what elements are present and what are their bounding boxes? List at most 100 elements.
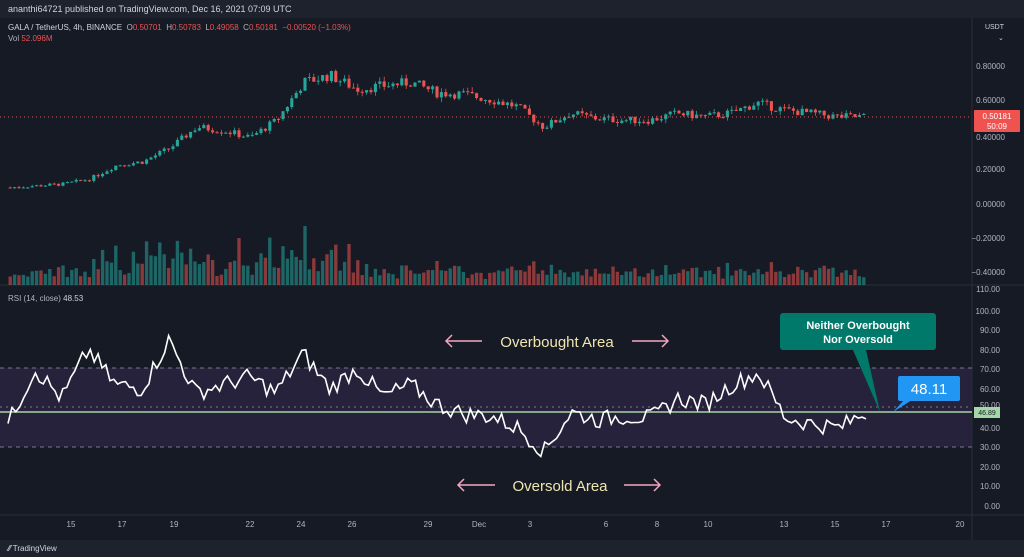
volume-bar [743, 271, 747, 285]
candle-body [382, 81, 386, 87]
volume-bar [492, 272, 496, 285]
rsi-label[interactable]: RSI (14, close) [8, 294, 61, 303]
candle-body [725, 110, 729, 118]
candle-body [673, 110, 677, 112]
volume-bar [708, 270, 712, 285]
close-label: C [243, 23, 249, 32]
volume-bar [514, 270, 518, 285]
volume-bar [52, 276, 56, 285]
volume-bar [452, 265, 457, 285]
candle-body [787, 107, 791, 109]
rsi-tick: 60.00 [980, 385, 1001, 394]
volume-bar [413, 273, 417, 285]
candle-body [576, 111, 580, 115]
volume-bar [48, 269, 52, 285]
candle-body [774, 110, 778, 112]
rsi-tick: 70.00 [980, 365, 1001, 374]
candle-body [778, 107, 782, 112]
time-tick: 6 [604, 520, 609, 529]
candle-body [180, 135, 184, 140]
volume-bar [778, 271, 782, 285]
candle-body [796, 110, 800, 116]
rsi-axis[interactable]: 110.00 100.00 90.00 80.00 70.00 60.00 50… [974, 285, 1001, 511]
time-tick: 10 [704, 520, 713, 529]
volume-bar [835, 276, 840, 285]
volume-bar [470, 274, 474, 285]
volume-bar [584, 269, 589, 285]
volume-bar [92, 259, 96, 285]
candle-body [602, 117, 606, 121]
candle-body [809, 109, 813, 112]
volume-bar [562, 272, 567, 285]
tradingview-logo-icon[interactable]: ⁄⁄ [8, 544, 11, 553]
candle-body [395, 83, 399, 86]
footer-brand[interactable]: TradingView [12, 544, 57, 553]
candle-body [118, 165, 122, 167]
left-arrow-icon [456, 478, 465, 492]
rsi-tick: 20.00 [980, 463, 1001, 472]
candle-body [629, 116, 633, 121]
candle-body [351, 87, 355, 89]
volume-bar [435, 261, 439, 285]
volume-bar [448, 268, 452, 285]
candle-body [268, 121, 272, 131]
candle-body [703, 114, 707, 116]
volume-bar [576, 271, 580, 285]
candle-body [290, 98, 294, 108]
candle-body [800, 108, 804, 116]
candle-body [444, 92, 448, 97]
candle-body [43, 185, 47, 187]
volume-bar [853, 269, 857, 285]
candle-body [30, 186, 34, 188]
volume-bar [219, 274, 224, 285]
candle-body [783, 107, 787, 109]
symbol-title[interactable]: GALA / TetherUS, 4h, BINANCE [8, 23, 123, 32]
candle-body [347, 78, 351, 88]
rsi-tick: 50.00 [980, 401, 1001, 410]
volume-bar [294, 256, 298, 285]
volume-bar [668, 274, 672, 285]
candle-body [712, 112, 716, 114]
price-tick: 0.40000 [976, 133, 1005, 142]
candle-body [620, 120, 624, 123]
currency-caret-icon[interactable]: ⌄ [998, 35, 1004, 42]
candle-body [360, 91, 364, 93]
candle-body [219, 132, 223, 134]
volume-bar [272, 267, 276, 285]
candle-body [52, 183, 56, 185]
volume-bar [461, 272, 466, 285]
volume-bar [809, 277, 813, 285]
chart-canvas[interactable]: USDT ⌄ 0.80000 0.60000 0.40000 0.20000 0… [0, 0, 1024, 540]
candle-body [131, 163, 135, 166]
volume-bar [404, 265, 408, 285]
price-axis[interactable]: USDT ⌄ 0.80000 0.60000 0.40000 0.20000 0… [971, 24, 1020, 277]
candle-body [668, 111, 672, 115]
candle-body [730, 109, 734, 111]
volume-bar [158, 242, 162, 285]
volume-bar [545, 274, 549, 285]
candle-body [193, 130, 197, 132]
volume-bar [136, 263, 140, 285]
volume-bar [202, 262, 206, 285]
volume-bar [518, 270, 523, 285]
candle-body [527, 108, 531, 115]
candle-body [479, 97, 483, 101]
volume-bar [664, 265, 668, 285]
candle-body [646, 121, 650, 124]
time-tick: 8 [655, 520, 660, 529]
candle-body [734, 109, 738, 111]
volume-bar [624, 271, 628, 285]
rsi-tick: 100.00 [976, 307, 1001, 316]
rsi-tick: 0.00 [984, 502, 1000, 511]
rsi-tick: 110.00 [976, 285, 1000, 294]
volume-bar [26, 276, 30, 285]
candle-body [228, 132, 232, 135]
volume-bar [329, 249, 334, 285]
volume-bar [391, 274, 395, 285]
volume-bar [800, 269, 804, 285]
candle-body [250, 134, 254, 136]
volume-bar [813, 270, 818, 285]
volume-bar [642, 277, 646, 285]
volume-bar [395, 278, 400, 285]
time-axis[interactable]: 15 17 19 22 24 26 29 Dec 3 6 8 10 13 15 … [67, 520, 965, 529]
